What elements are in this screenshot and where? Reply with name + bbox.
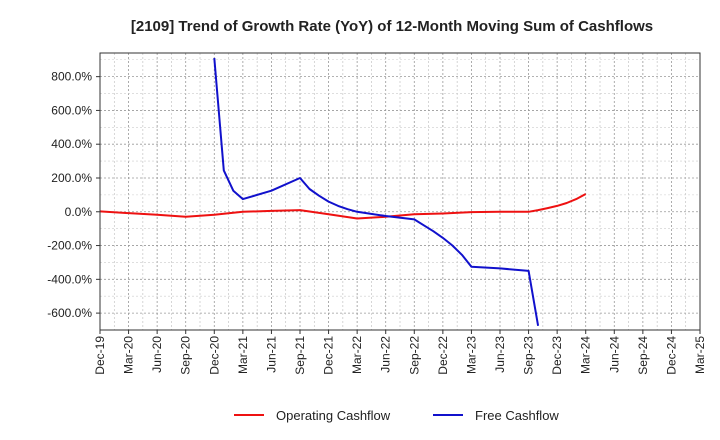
x-tick-label: Mar-21 bbox=[236, 336, 250, 374]
grid bbox=[100, 53, 700, 330]
x-tick-label: Jun-22 bbox=[379, 336, 393, 373]
y-tick-label: -600.0% bbox=[47, 306, 92, 320]
x-tick-label: Dec-21 bbox=[322, 336, 336, 375]
x-tick-label: Sep-20 bbox=[179, 336, 193, 375]
x-tick-label: Mar-23 bbox=[464, 336, 478, 374]
y-tick-label: 200.0% bbox=[51, 171, 92, 185]
x-tick-label: Jun-21 bbox=[264, 336, 278, 373]
y-tick-label: 800.0% bbox=[51, 70, 92, 84]
series-line-operating-cashflow bbox=[99, 193, 587, 220]
axes: 800.0% 600.0% 400.0% 200.0% 0.0% -200.0% -400.… bbox=[47, 70, 707, 375]
y-tick-label: 600.0% bbox=[51, 103, 92, 117]
x-tick-label: Jun-23 bbox=[493, 336, 507, 373]
x-tick-label: Jun-20 bbox=[150, 336, 164, 373]
x-tick-label: Jun-24 bbox=[607, 336, 621, 373]
chart-title: [2109] Trend of Growth Rate (YoY) of 12-… bbox=[131, 18, 653, 35]
y-tick-label: -200.0% bbox=[47, 239, 92, 253]
legend-label: Operating Cashflow bbox=[276, 408, 391, 423]
x-tick-label: Mar-20 bbox=[122, 336, 136, 374]
x-tick-label: Mar-25 bbox=[693, 336, 707, 374]
x-tick-label: Dec-24 bbox=[664, 336, 678, 375]
y-tick-label: 400.0% bbox=[51, 137, 92, 151]
x-tick-label: Dec-20 bbox=[207, 336, 221, 375]
x-tick-label: Dec-23 bbox=[550, 336, 564, 375]
y-tick-label: -400.0% bbox=[47, 272, 92, 286]
x-tick-label: Dec-19 bbox=[93, 336, 107, 375]
legend: Operating Cashflow Free Cashflow bbox=[234, 408, 559, 423]
series-line-free-cashflow bbox=[213, 58, 540, 326]
x-tick-label: Mar-24 bbox=[579, 336, 593, 374]
plot-frame bbox=[99, 52, 701, 331]
x-tick-label: Sep-21 bbox=[293, 336, 307, 375]
legend-label: Free Cashflow bbox=[475, 408, 559, 423]
x-tick-label: Dec-22 bbox=[436, 336, 450, 375]
x-tick-label: Sep-23 bbox=[522, 336, 536, 375]
x-tick-label: Mar-22 bbox=[350, 336, 364, 374]
x-tick-label: Sep-22 bbox=[407, 336, 421, 375]
x-tick-label: Sep-24 bbox=[636, 336, 650, 375]
y-tick-label: 0.0% bbox=[65, 205, 93, 219]
series-lines bbox=[99, 58, 587, 326]
